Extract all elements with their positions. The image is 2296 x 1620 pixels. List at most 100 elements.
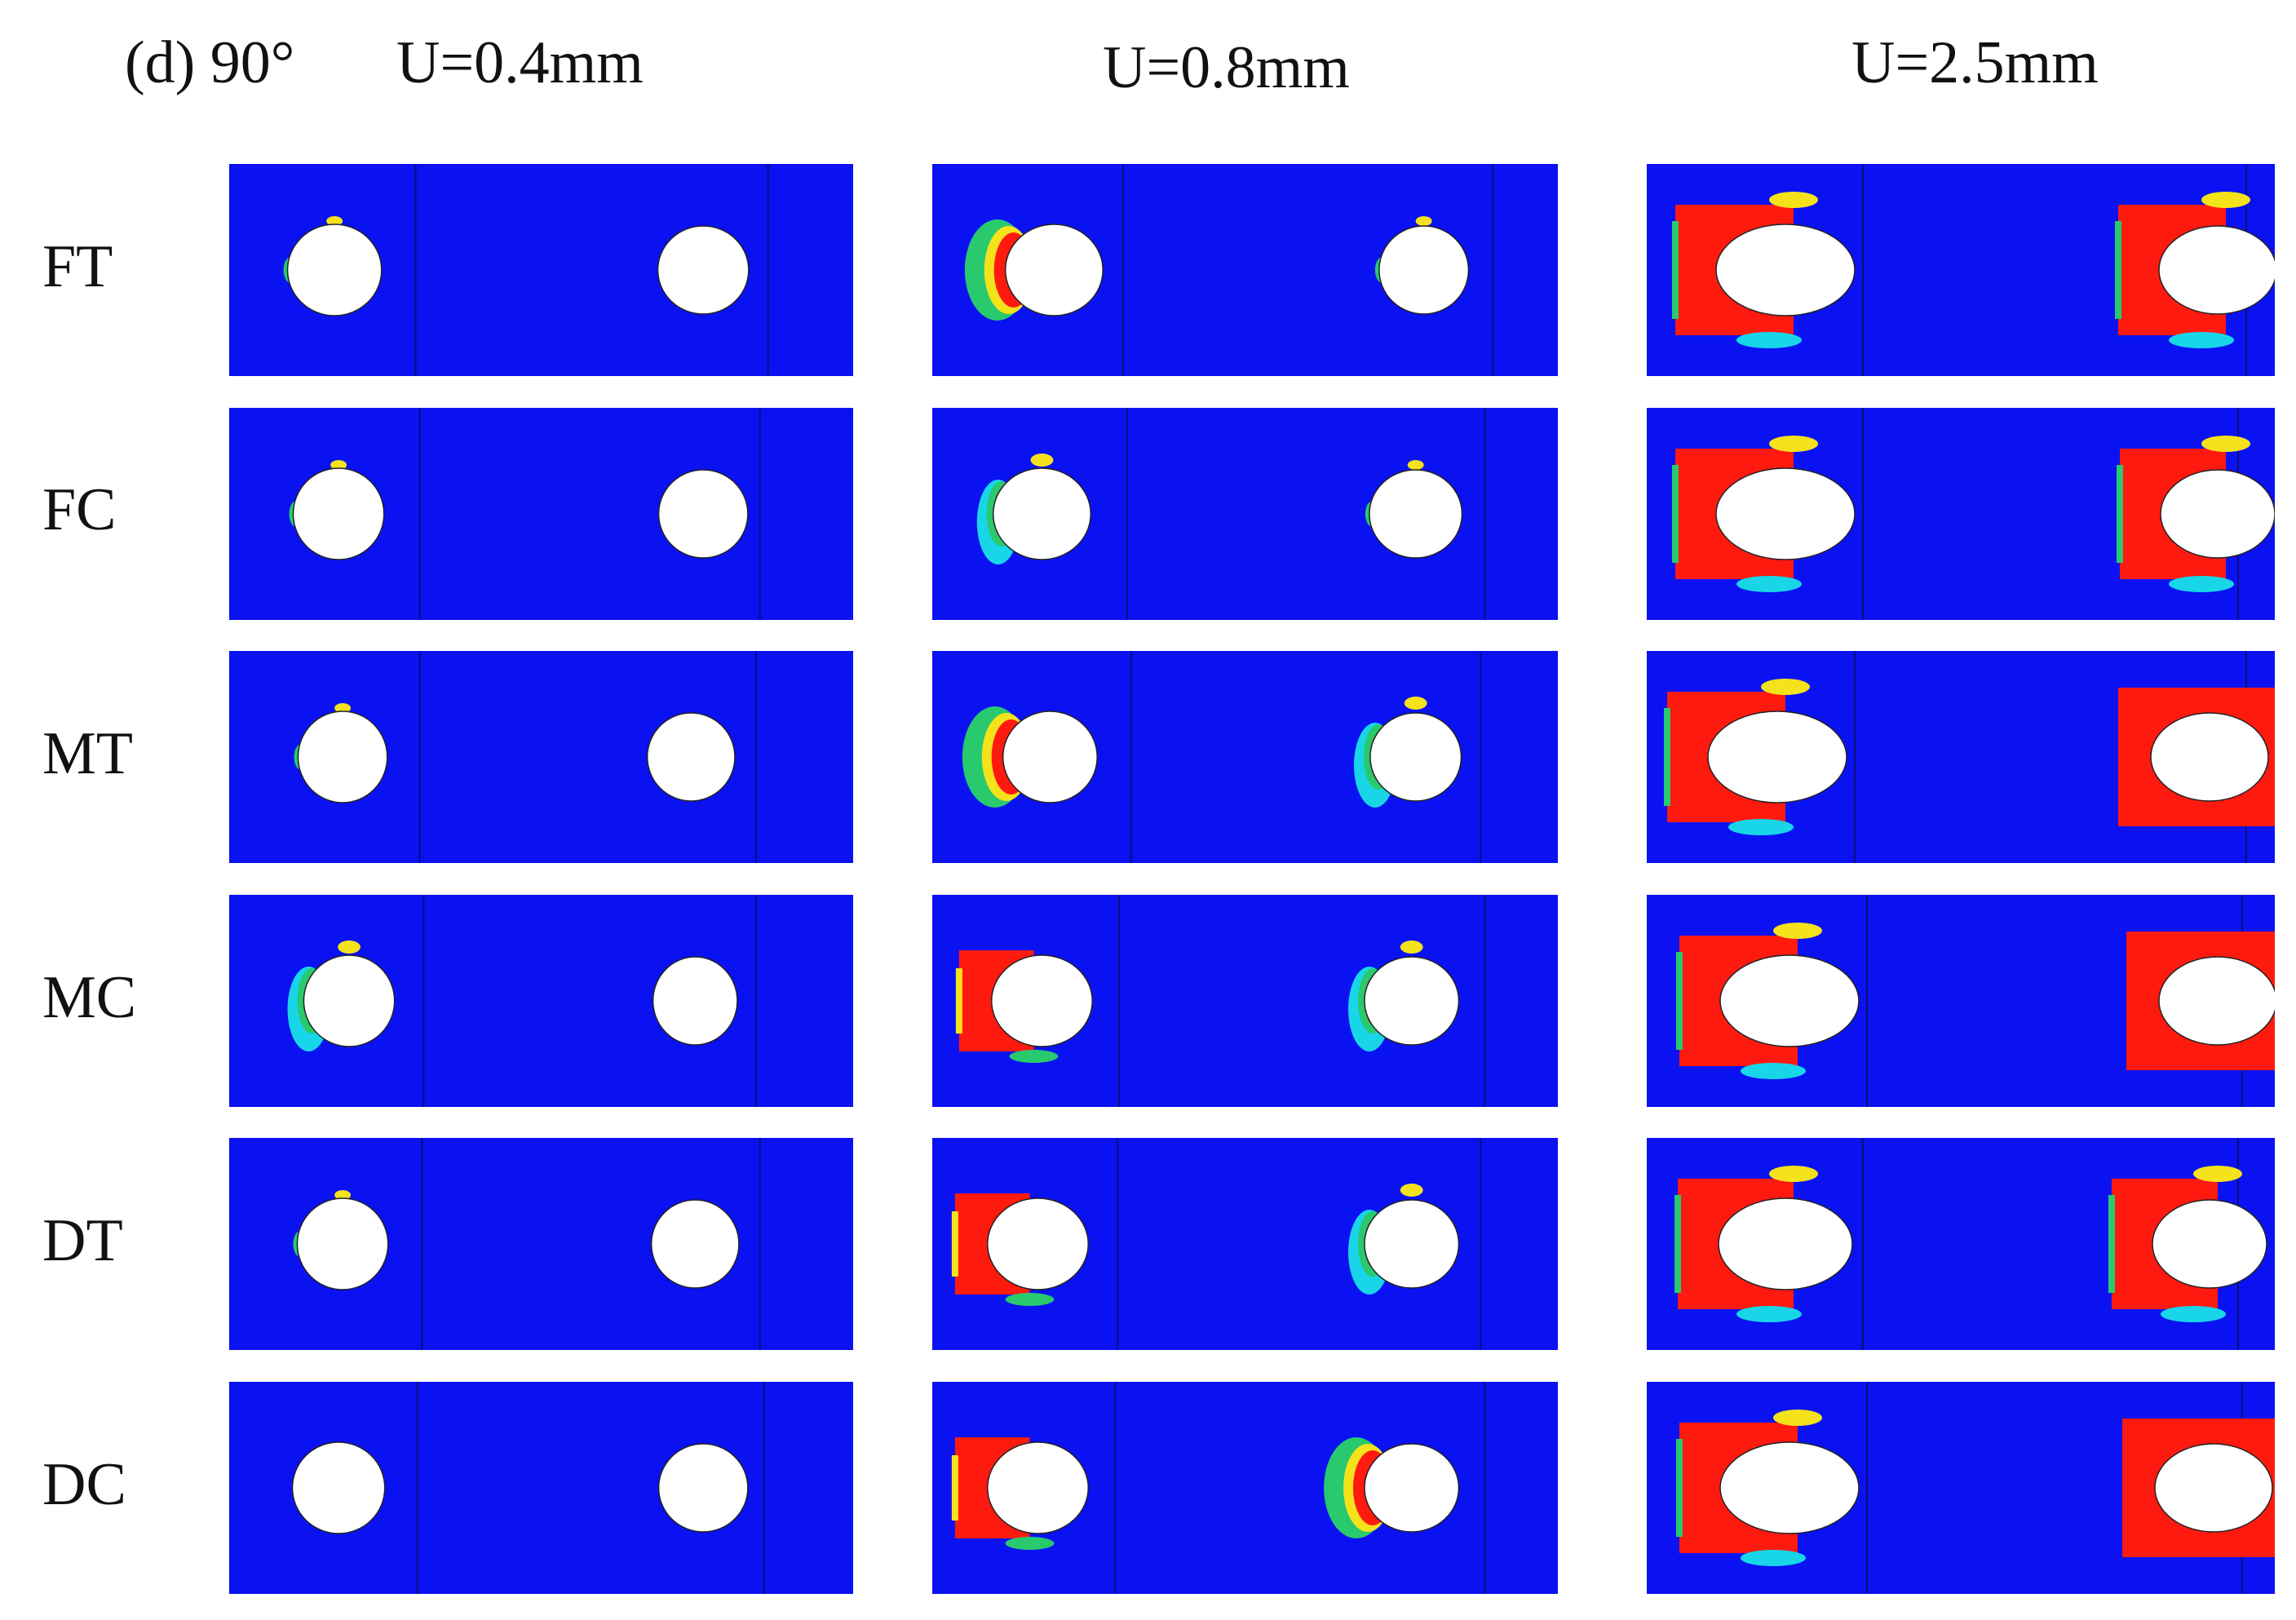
row-label-fc: FC [42, 476, 117, 543]
contour-panel [229, 164, 853, 376]
damage-mark [2115, 221, 2121, 319]
damage-mark [1736, 576, 1802, 592]
bolt-hole-right [657, 1443, 749, 1533]
bolt-hole-right [1369, 469, 1463, 559]
damage-mark [1009, 1050, 1059, 1063]
bolt-hole-right [657, 225, 750, 315]
damage-mark [1769, 1166, 1818, 1182]
damage-mark [1674, 1195, 1681, 1293]
contour-plot [294, 651, 757, 863]
damage-mark [338, 941, 361, 954]
damage-mark [334, 703, 352, 713]
contour-plot [1664, 651, 2275, 863]
column-label-u-0-4: U=0.4mm [396, 29, 644, 96]
contour-panel [932, 164, 1558, 376]
damage-mark [2201, 436, 2250, 452]
damage-mark [1005, 1537, 1055, 1550]
damage-mark [1400, 941, 1423, 954]
column-label-u-0-8: U=0.8mm [1103, 34, 1350, 101]
contour-plot [287, 895, 757, 1107]
bolt-hole-left [1715, 467, 1856, 560]
panel-label: (d) 90° [125, 29, 295, 96]
damage-mark [1404, 697, 1427, 710]
bolt-hole-right [2158, 956, 2275, 1046]
contour-plot [964, 164, 1494, 376]
bolt-hole-right [1364, 956, 1460, 1046]
damage-mark [1769, 192, 1818, 208]
bolt-hole-left [1715, 224, 1856, 316]
contour-panel [932, 1138, 1558, 1350]
damage-mark [1736, 1306, 1802, 1322]
damage-mark [1672, 465, 1679, 563]
bolt-hole-left [286, 224, 383, 316]
contour-panel [229, 895, 853, 1107]
contour-plot [289, 408, 761, 620]
bolt-hole-right [1364, 1199, 1460, 1289]
bolt-hole-right [650, 1199, 740, 1289]
damage-mark [1728, 819, 1794, 835]
damage-mark [951, 1455, 958, 1520]
column-label-u-2-5: U=2.5mm [1851, 29, 2099, 96]
bolt-hole-left [1707, 710, 1847, 803]
damage-mark [1736, 332, 1802, 348]
contour-plot [1672, 408, 2275, 620]
damage-mark [1676, 952, 1683, 1050]
damage-mark [2169, 576, 2234, 592]
contour-panel [1647, 651, 2275, 863]
damage-mark [955, 968, 962, 1034]
row-label-dt: DT [42, 1207, 123, 1274]
damage-mark [1773, 1410, 1822, 1426]
damage-mark [1741, 1550, 1806, 1566]
damage-mark [951, 1211, 958, 1277]
bolt-hole-right [1364, 1443, 1460, 1533]
contour-panel [1647, 164, 2275, 376]
bolt-hole-left [986, 1441, 1089, 1534]
row-label-ft: FT [42, 233, 113, 300]
bolt-hole-left [1004, 224, 1104, 316]
bolt-hole-right [646, 712, 736, 802]
contour-plot [1672, 164, 2275, 376]
damage-mark [1005, 1293, 1055, 1306]
damage-mark [1400, 1184, 1423, 1197]
contour-plot [1674, 1138, 2267, 1350]
damage-mark [1407, 460, 1424, 470]
bolt-hole-left [296, 1197, 389, 1290]
contour-panel [1647, 895, 2275, 1107]
damage-mark [1672, 221, 1679, 319]
contour-plot [291, 1382, 765, 1594]
damage-mark [1030, 454, 1054, 467]
damage-mark [1415, 216, 1432, 226]
bolt-hole-left [1718, 1197, 1853, 1290]
damage-mark [1664, 708, 1670, 806]
damage-mark [1773, 923, 1822, 939]
damage-mark [2161, 1306, 2226, 1322]
contour-plot [976, 408, 1486, 620]
contour-panel [229, 1138, 853, 1350]
bolt-hole-right [1369, 712, 1462, 802]
row-label-mc: MC [42, 964, 137, 1031]
damage-mark [330, 460, 347, 470]
damage-mark [1761, 679, 1810, 695]
contour-plot [1676, 895, 2275, 1107]
contour-plot [283, 164, 769, 376]
bolt-hole-left [1719, 1441, 1860, 1534]
damage-mark [2193, 1166, 2242, 1182]
bolt-hole-left [1719, 954, 1860, 1047]
damage-mark [2117, 465, 2123, 563]
row-label-mt: MT [42, 720, 133, 787]
contour-panel [932, 895, 1558, 1107]
bolt-hole-right [2150, 712, 2269, 802]
bolt-hole-left [292, 467, 385, 560]
contour-panel [1647, 408, 2275, 620]
contour-panel [229, 1382, 853, 1594]
bolt-hole-right [2158, 225, 2275, 315]
bolt-hole-left [986, 1197, 1089, 1290]
contour-panel [229, 651, 853, 863]
bolt-hole-left [990, 954, 1093, 1047]
row-label-dc: DC [42, 1451, 126, 1518]
bolt-hole-left [291, 1441, 386, 1534]
contour-plot [951, 1138, 1482, 1350]
contour-plot [955, 895, 1486, 1107]
bolt-hole-right [1378, 225, 1470, 315]
contour-plot [1676, 1382, 2275, 1594]
